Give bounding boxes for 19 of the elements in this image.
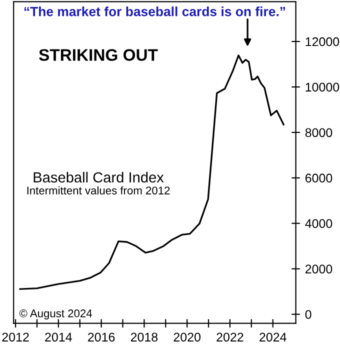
x-tick-label: 2014 xyxy=(45,332,72,342)
y-tick-label: 0 xyxy=(305,310,312,319)
y-tick-label: 4000 xyxy=(305,219,332,228)
x-tick-label: 2012 xyxy=(2,332,29,342)
chart-title: “The market for baseball cards is on fire.” xyxy=(24,6,285,16)
y-tick-label: 8000 xyxy=(305,128,332,138)
x-tick-label: 2018 xyxy=(130,332,158,342)
x-tick-label: 2020 xyxy=(174,332,200,342)
annotation: Baseball Card Index xyxy=(34,172,164,183)
y-tick-label: 2000 xyxy=(305,264,332,274)
y-tick-label: 6000 xyxy=(305,174,332,183)
annotation: Intermittent values from 2012 xyxy=(27,186,170,194)
y-tick-label: 10000 xyxy=(306,82,340,92)
y-tick-label: 12000 xyxy=(306,37,340,46)
text: STRIKING OUT xyxy=(39,49,158,61)
x-tick-label: 2022 xyxy=(216,332,244,342)
x-tick-label: 2024 xyxy=(260,332,286,342)
annotation: © August 2024 xyxy=(19,309,92,320)
x-tick-label: 2016 xyxy=(88,332,115,342)
